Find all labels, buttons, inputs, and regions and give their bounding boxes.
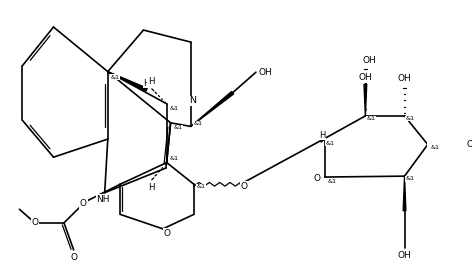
Text: &1: &1 bbox=[169, 106, 178, 111]
Text: &1: &1 bbox=[405, 116, 414, 121]
Text: OH: OH bbox=[359, 73, 372, 82]
Text: H: H bbox=[143, 79, 150, 88]
Polygon shape bbox=[364, 84, 367, 116]
Text: &1: &1 bbox=[169, 156, 178, 161]
Text: &1: &1 bbox=[366, 116, 375, 121]
Text: &1: &1 bbox=[405, 176, 414, 181]
Text: NH: NH bbox=[96, 195, 110, 204]
Text: &1: &1 bbox=[194, 121, 202, 126]
Text: &1: &1 bbox=[173, 125, 182, 130]
Text: &1: &1 bbox=[196, 184, 206, 190]
Text: O: O bbox=[241, 182, 247, 191]
Polygon shape bbox=[403, 176, 406, 211]
Text: OH: OH bbox=[258, 68, 272, 77]
Text: O: O bbox=[314, 174, 321, 183]
Text: OH: OH bbox=[397, 74, 412, 83]
Text: O: O bbox=[80, 199, 87, 208]
Polygon shape bbox=[428, 143, 463, 146]
Polygon shape bbox=[108, 72, 147, 91]
Text: OH: OH bbox=[397, 251, 412, 260]
Text: OH: OH bbox=[466, 140, 472, 149]
Text: H: H bbox=[148, 183, 154, 192]
Text: O: O bbox=[32, 218, 38, 227]
Text: N: N bbox=[189, 96, 196, 105]
Text: &1: &1 bbox=[326, 141, 335, 145]
Text: H: H bbox=[148, 77, 154, 86]
Text: &1: &1 bbox=[328, 179, 337, 184]
Text: O: O bbox=[70, 253, 77, 262]
Text: &1: &1 bbox=[430, 145, 439, 150]
Text: OH: OH bbox=[362, 56, 376, 65]
Polygon shape bbox=[191, 92, 234, 126]
Text: &1: &1 bbox=[110, 75, 119, 79]
Text: H: H bbox=[319, 131, 325, 140]
Text: O: O bbox=[164, 229, 171, 238]
